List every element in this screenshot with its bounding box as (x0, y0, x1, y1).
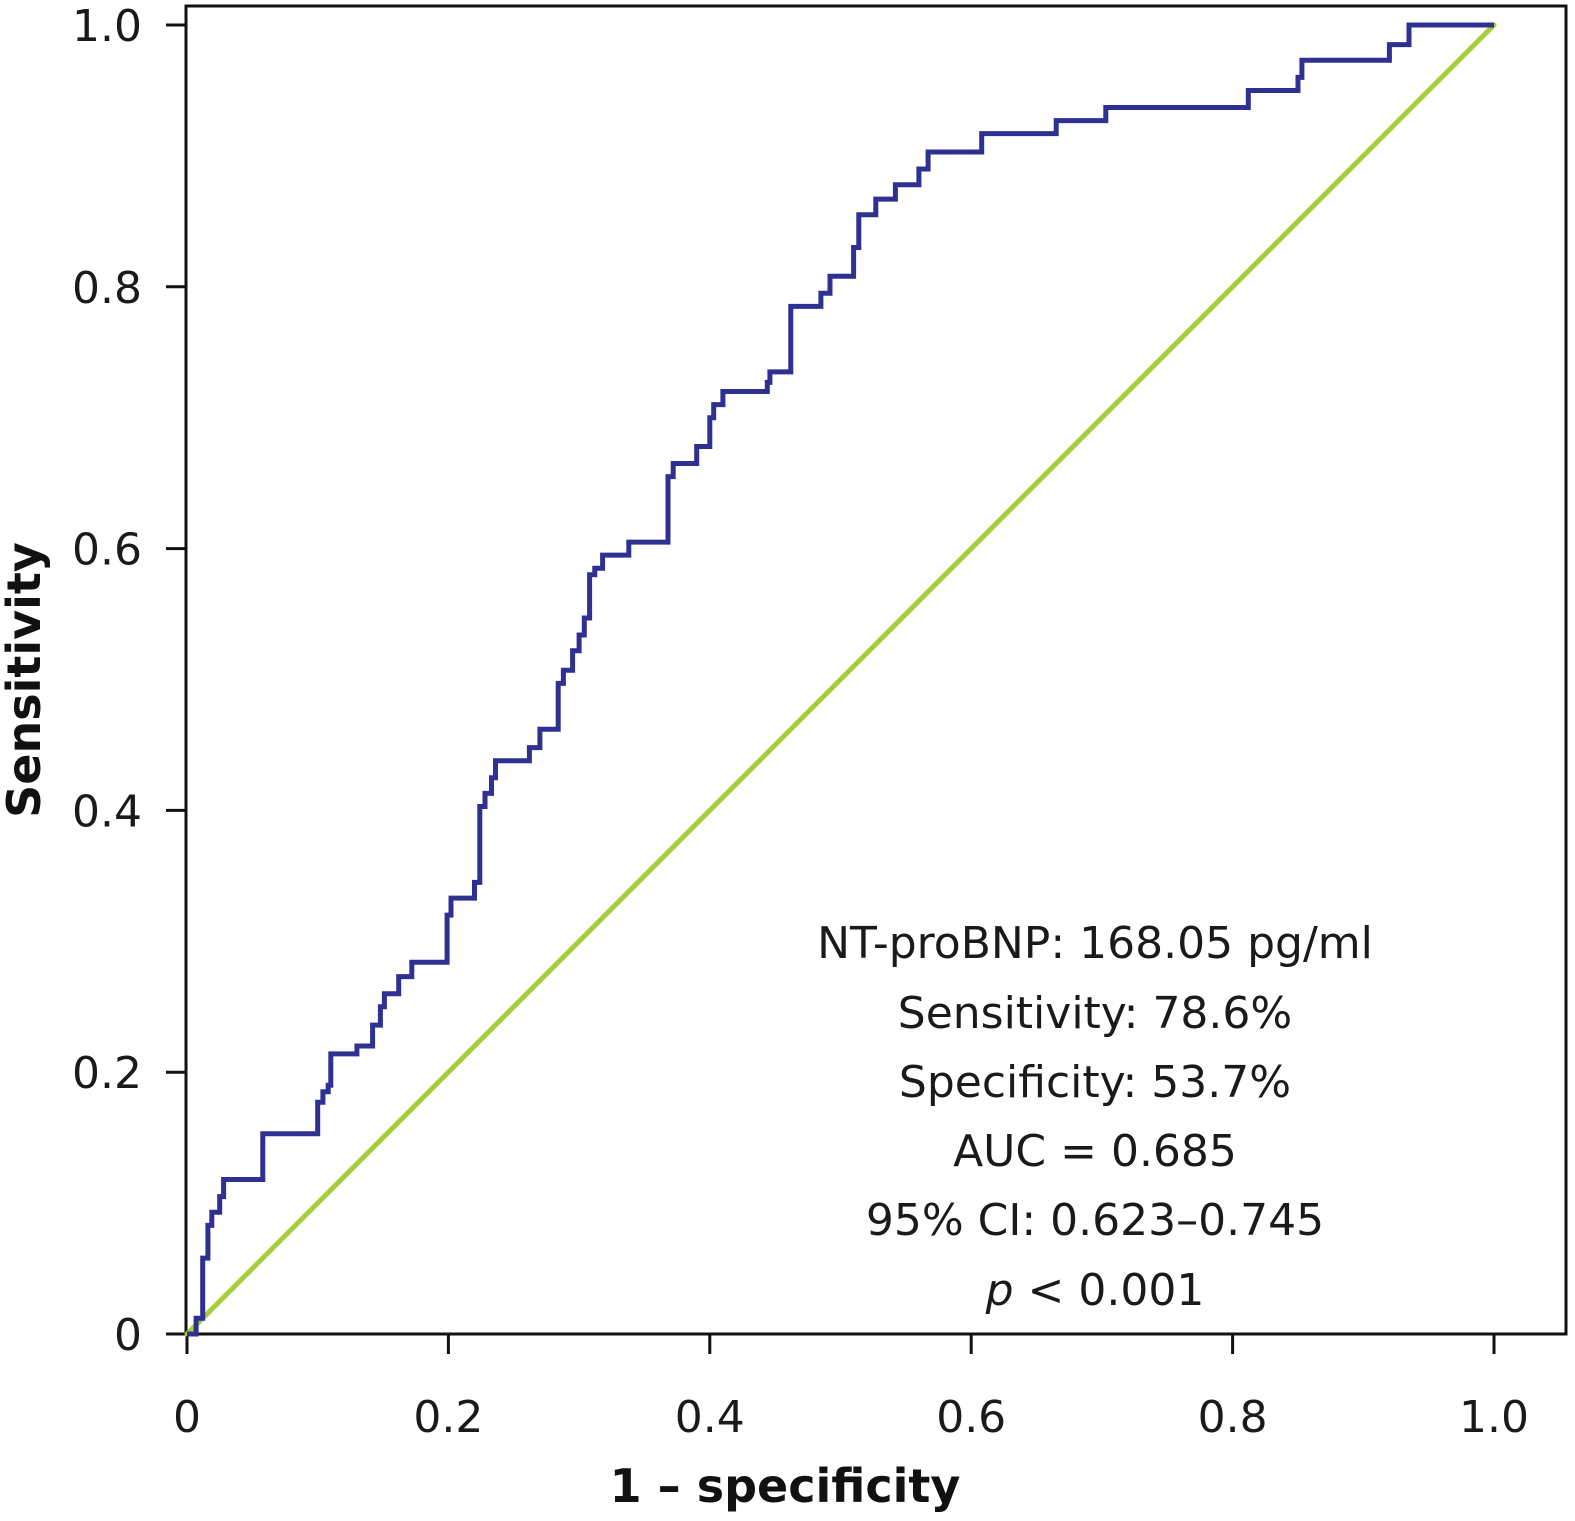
x-axis-title: 1 – specificity (610, 1459, 961, 1513)
annotation-specificity: Specificity: 53.7% (899, 1057, 1291, 1108)
annotation-p-rest: < 0.001 (1014, 1265, 1205, 1316)
y-tick-label: 1.0 (72, 1, 142, 52)
x-tick-label: 0.6 (936, 1392, 1006, 1443)
x-axis-ticks: 0 0.2 0.4 0.6 0.8 1.0 (173, 1334, 1529, 1443)
y-axis-ticks: 0 0.2 0.4 0.6 0.8 1.0 (72, 1, 186, 1361)
y-tick-label: 0.4 (72, 786, 142, 837)
x-tick-label: 1.0 (1459, 1392, 1529, 1443)
annotation-p-value: p < 0.001 (985, 1265, 1205, 1316)
roc-curve (187, 22, 1494, 1337)
y-tick-label: 0 (114, 1310, 142, 1361)
y-axis-title: Sensitivity (0, 542, 51, 818)
reference-line (184, 22, 1497, 1337)
annotation-ci: 95% CI: 0.623–0.745 (866, 1195, 1324, 1246)
series-layer (184, 22, 1497, 1337)
y-tick-label: 0.2 (72, 1048, 142, 1099)
annotation-p-symbol: p (985, 1265, 1014, 1316)
annotation-cutoff: NT-proBNP: 168.05 pg/ml (817, 918, 1373, 969)
y-tick-label: 0.8 (72, 263, 142, 314)
annotation-sensitivity: Sensitivity: 78.6% (898, 988, 1292, 1039)
x-tick-label: 0.2 (413, 1392, 483, 1443)
x-tick-label: 0.8 (1198, 1392, 1268, 1443)
annotation-block: NT-proBNP: 168.05 pg/ml Sensitivity: 78.… (817, 918, 1373, 1316)
plot-frame (184, 4, 1568, 1336)
y-tick-label: 0.6 (72, 525, 142, 576)
x-tick-label: 0.4 (675, 1392, 745, 1443)
x-tick-label: 0 (173, 1392, 201, 1443)
annotation-auc: AUC = 0.685 (953, 1126, 1237, 1177)
